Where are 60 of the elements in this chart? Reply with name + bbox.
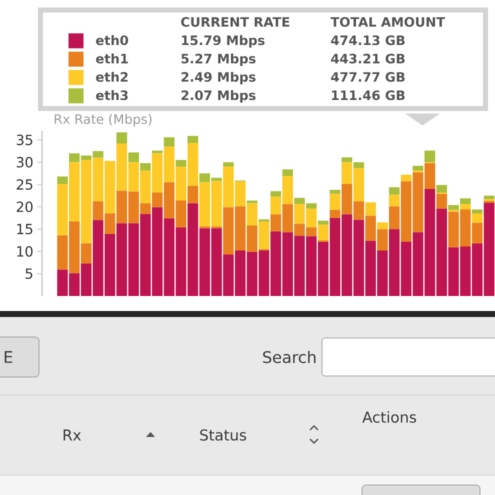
legend-label: eth3 — [96, 90, 128, 100]
bar — [365, 202, 376, 216]
text: 2.07 Mbps — [182, 90, 256, 103]
bar — [377, 222, 388, 230]
bar — [270, 191, 282, 197]
legend-label: eth2 — [96, 72, 128, 82]
bar — [140, 163, 151, 171]
y-tick-label: 10 — [17, 246, 33, 257]
bar — [188, 136, 198, 144]
bar — [436, 194, 448, 209]
text: 5.27 Mbps — [182, 53, 256, 66]
legend-label: eth0 — [96, 35, 128, 46]
y-tick-label: 25 — [16, 179, 32, 190]
bar — [388, 187, 400, 195]
bar — [282, 169, 293, 176]
text: Status — [200, 429, 246, 441]
bar — [472, 213, 483, 223]
y-tick-label: 15 — [17, 224, 32, 234]
text: 474.13 GB — [331, 35, 405, 46]
bar — [424, 150, 436, 162]
text: 477.77 GB — [331, 72, 405, 82]
bar — [246, 200, 258, 204]
text: Rx — [64, 430, 81, 440]
text: Actions — [362, 411, 416, 423]
y-tick-label: 20 — [16, 202, 33, 212]
text: 15.79 Mbps — [182, 35, 265, 48]
y-tick-label: 5 — [26, 268, 32, 279]
bar — [258, 219, 270, 222]
bar — [164, 137, 174, 147]
bar — [436, 184, 448, 193]
text: CURRENT RATE — [181, 17, 290, 27]
bar — [116, 132, 128, 144]
bar — [57, 176, 68, 184]
bar — [412, 166, 424, 171]
text: E — [4, 351, 12, 363]
bar — [330, 194, 340, 210]
bar — [400, 174, 412, 182]
bar — [152, 150, 163, 154]
text: 111.46 GB — [332, 90, 405, 100]
bar — [342, 157, 352, 162]
text: 443.21 GB — [331, 54, 405, 64]
bar — [460, 198, 471, 204]
bar — [484, 196, 494, 200]
text: 2.49 Mbps — [182, 72, 256, 84]
y-tick-label: 30 — [16, 156, 33, 168]
y-tick-label: 35 — [16, 134, 32, 146]
bar — [128, 152, 139, 162]
bar — [460, 204, 471, 210]
bar — [223, 162, 234, 167]
bar — [472, 209, 483, 214]
text: TOTAL AMOUNT — [330, 17, 445, 27]
bar — [330, 190, 340, 194]
legend-label: eth1 — [96, 53, 128, 64]
bar — [448, 205, 459, 210]
bar — [353, 162, 364, 168]
bar — [318, 220, 329, 225]
text: Search — [263, 350, 316, 364]
bar — [388, 194, 400, 206]
bar — [176, 160, 186, 167]
y-axis-title: Rx Rate (Mbps) — [54, 114, 152, 126]
